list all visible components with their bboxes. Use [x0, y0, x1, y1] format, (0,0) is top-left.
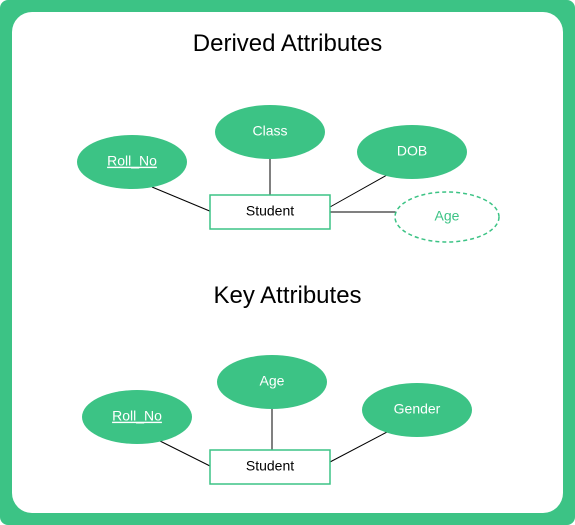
attr-age2: Age [217, 355, 327, 409]
attr-age2-label: Age [260, 373, 285, 389]
attr-gender: Gender [362, 383, 472, 437]
edge-dob-student [330, 175, 387, 207]
outer-frame: Derived Attributes Roll_No Class DOB [0, 0, 575, 525]
attr-class: Class [215, 105, 325, 159]
attr-dob-label: DOB [397, 143, 427, 159]
attr-rollno: Roll_No [77, 135, 187, 189]
entity-student-2-label: Student [246, 458, 294, 474]
attr-gender-label: Gender [394, 401, 441, 417]
attr-rollno-label: Roll_No [107, 153, 157, 169]
er-diagram-svg: Roll_No Class DOB Age Student [12, 12, 563, 513]
entity-student-1-label: Student [246, 203, 294, 219]
edge-rollno-student [152, 187, 212, 212]
attr-rollno2-label: Roll_No [112, 408, 162, 424]
attr-rollno2: Roll_No [82, 390, 192, 444]
edge-gender-student [330, 432, 387, 462]
entity-student-1: Student [210, 195, 330, 229]
inner-panel: Derived Attributes Roll_No Class DOB [12, 12, 563, 513]
attr-class-label: Class [252, 123, 287, 139]
attr-age-derived: Age [395, 192, 499, 242]
entity-student-2: Student [210, 450, 330, 484]
diagram2-title: Key Attributes [213, 282, 361, 310]
attr-dob: DOB [357, 125, 467, 179]
attr-age-label: Age [435, 208, 460, 224]
edge-rollno2-student [160, 441, 212, 467]
